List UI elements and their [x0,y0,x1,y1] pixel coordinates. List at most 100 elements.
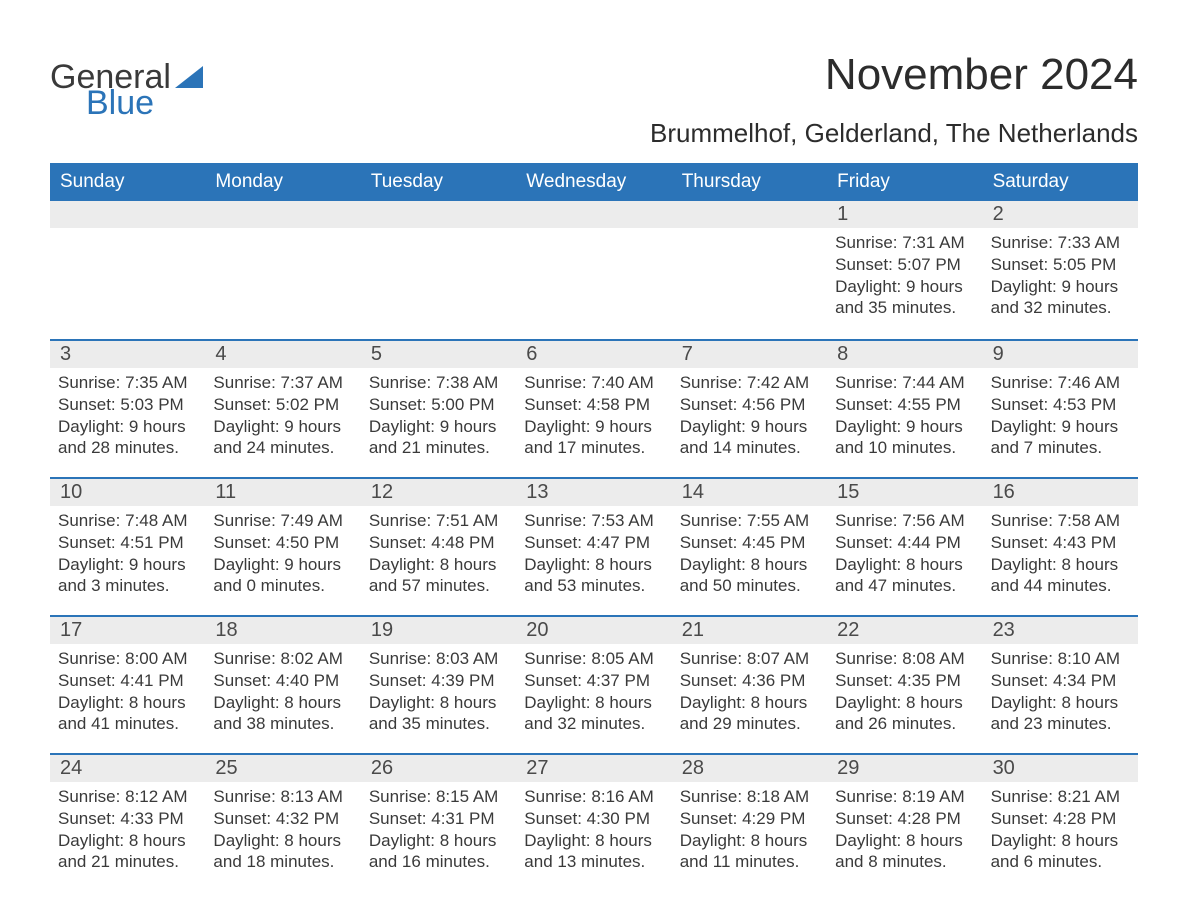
daylight-label: Daylight: [58,831,124,850]
sunset: Sunset: 4:36 PM [680,670,819,692]
sunset-label: Sunset: [369,533,427,552]
calendar-day-cell: 14Sunrise: 7:55 AMSunset: 4:45 PMDayligh… [672,479,827,615]
daylight-line2: and 16 minutes. [369,851,508,873]
sunset: Sunset: 4:41 PM [58,670,197,692]
sunset: Sunset: 4:31 PM [369,808,508,830]
sunset: Sunset: 4:55 PM [835,394,974,416]
calendar-day-cell: 2Sunrise: 7:33 AMSunset: 5:05 PMDaylight… [983,201,1138,339]
sunset-value: 4:30 PM [587,809,650,828]
daylight-value: 9 hours [906,277,963,296]
sunrise: Sunrise: 8:07 AM [680,648,819,670]
sunrise-value: 7:48 AM [125,511,187,530]
daylight-label: Daylight: [213,417,279,436]
day-of-week-label: Monday [205,163,360,201]
sunrise-value: 7:56 AM [902,511,964,530]
calendar-day-cell: 13Sunrise: 7:53 AMSunset: 4:47 PMDayligh… [516,479,671,615]
daylight-value: 8 hours [906,693,963,712]
sunrise: Sunrise: 7:49 AM [213,510,352,532]
sunrise-value: 8:05 AM [591,649,653,668]
day-number: 12 [361,479,516,506]
sunset-value: 4:37 PM [587,671,650,690]
header: General Blue November 2024 Brummelhof, G… [50,50,1138,149]
calendar-day-cell: 26Sunrise: 8:15 AMSunset: 4:31 PMDayligh… [361,755,516,891]
daylight-line2: and 3 minutes. [58,575,197,597]
daylight-line2: and 13 minutes. [524,851,663,873]
calendar-day-cell: 18Sunrise: 8:02 AMSunset: 4:40 PMDayligh… [205,617,360,753]
sunrise-label: Sunrise: [991,649,1053,668]
day-number: 10 [50,479,205,506]
daylight: Daylight: 9 hours [835,416,974,438]
sunset-value: 4:33 PM [120,809,183,828]
sunrise: Sunrise: 8:03 AM [369,648,508,670]
daylight-value: 8 hours [751,693,808,712]
sunset: Sunset: 4:37 PM [524,670,663,692]
calendar-page: General Blue November 2024 Brummelhof, G… [0,0,1188,921]
daylight: Daylight: 8 hours [58,692,197,714]
day-number: 11 [205,479,360,506]
daylight-line2: and 35 minutes. [369,713,508,735]
calendar-day-cell: 30Sunrise: 8:21 AMSunset: 4:28 PMDayligh… [983,755,1138,891]
sunrise-label: Sunrise: [680,787,742,806]
sunrise-value: 8:18 AM [747,787,809,806]
daylight-line2: and 38 minutes. [213,713,352,735]
daylight: Daylight: 8 hours [991,554,1130,576]
day-of-week-label: Wednesday [516,163,671,201]
sunrise-value: 7:35 AM [125,373,187,392]
sunset-value: 4:39 PM [431,671,494,690]
daylight-label: Daylight: [524,693,590,712]
calendar-day-cell: 12Sunrise: 7:51 AMSunset: 4:48 PMDayligh… [361,479,516,615]
sunrise-value: 8:21 AM [1058,787,1120,806]
logo-sail-icon [175,66,203,88]
sunrise-label: Sunrise: [524,649,586,668]
sunrise-label: Sunrise: [369,511,431,530]
sunset-label: Sunset: [991,671,1049,690]
calendar-day-cell: 10Sunrise: 7:48 AMSunset: 4:51 PMDayligh… [50,479,205,615]
day-number: 9 [983,341,1138,368]
day-number: 23 [983,617,1138,644]
calendar-week: 3 Sunrise: 7:35 AM Sunset: 5:03 PM Daylight… [50,339,1138,477]
daylight-line2: and 29 minutes. [680,713,819,735]
sunset: Sunset: 4:45 PM [680,532,819,554]
calendar-day-cell: 5Sunrise: 7:38 AMSunset: 5:00 PMDaylight… [361,341,516,477]
sunset-label: Sunset: [524,533,582,552]
calendar-week: 24Sunrise: 8:12 AMSunset: 4:33 PMDayligh… [50,753,1138,891]
daylight-label: Daylight: [835,555,901,574]
daylight-label: Daylight: [835,693,901,712]
day-number: 4 [205,341,360,368]
sunset: Sunset: 5:03 PM [58,394,197,416]
sunrise-label: Sunrise: [835,233,897,252]
sunset-label: Sunset: [58,671,116,690]
day-of-week-label: Thursday [672,163,827,201]
sunrise-label: Sunrise: [680,373,742,392]
sunset-value: 4:53 PM [1053,395,1116,414]
calendar-week: 10Sunrise: 7:48 AMSunset: 4:51 PMDayligh… [50,477,1138,615]
day-number [205,201,360,228]
daylight-value: 8 hours [284,831,341,850]
day-number: 28 [672,755,827,782]
daylight-value: 8 hours [284,693,341,712]
sunset-label: Sunset: [369,671,427,690]
sunset-value: 4:34 PM [1053,671,1116,690]
sunrise-value: 7:37 AM [281,373,343,392]
sunset-value: 4:28 PM [898,809,961,828]
sunrise: Sunrise: 7:58 AM [991,510,1130,532]
sunrise-value: 7:46 AM [1058,373,1120,392]
calendar-day-cell: 8Sunrise: 7:44 AMSunset: 4:55 PMDaylight… [827,341,982,477]
sunset: Sunset: 4:58 PM [524,394,663,416]
daylight: Daylight: 8 hours [58,830,197,852]
calendar-day-cell: 19Sunrise: 8:03 AMSunset: 4:39 PMDayligh… [361,617,516,753]
calendar-day-cell: 28Sunrise: 8:18 AMSunset: 4:29 PMDayligh… [672,755,827,891]
day-number: 27 [516,755,671,782]
daylight-value: 8 hours [751,555,808,574]
sunset: Sunset: 4:39 PM [369,670,508,692]
sunset-label: Sunset: [835,395,893,414]
sunrise: Sunrise: 8:18 AM [680,786,819,808]
sunset: Sunset: 4:32 PM [213,808,352,830]
daylight: Daylight: 9 hours [58,554,197,576]
day-number: 7 [672,341,827,368]
sunrise: Sunrise: 7:40 AM [524,372,663,394]
sunrise: Sunrise: 7:53 AM [524,510,663,532]
daylight-label: Daylight: [835,277,901,296]
sunrise-value: 7:40 AM [591,373,653,392]
day-number: 3 [50,341,205,368]
